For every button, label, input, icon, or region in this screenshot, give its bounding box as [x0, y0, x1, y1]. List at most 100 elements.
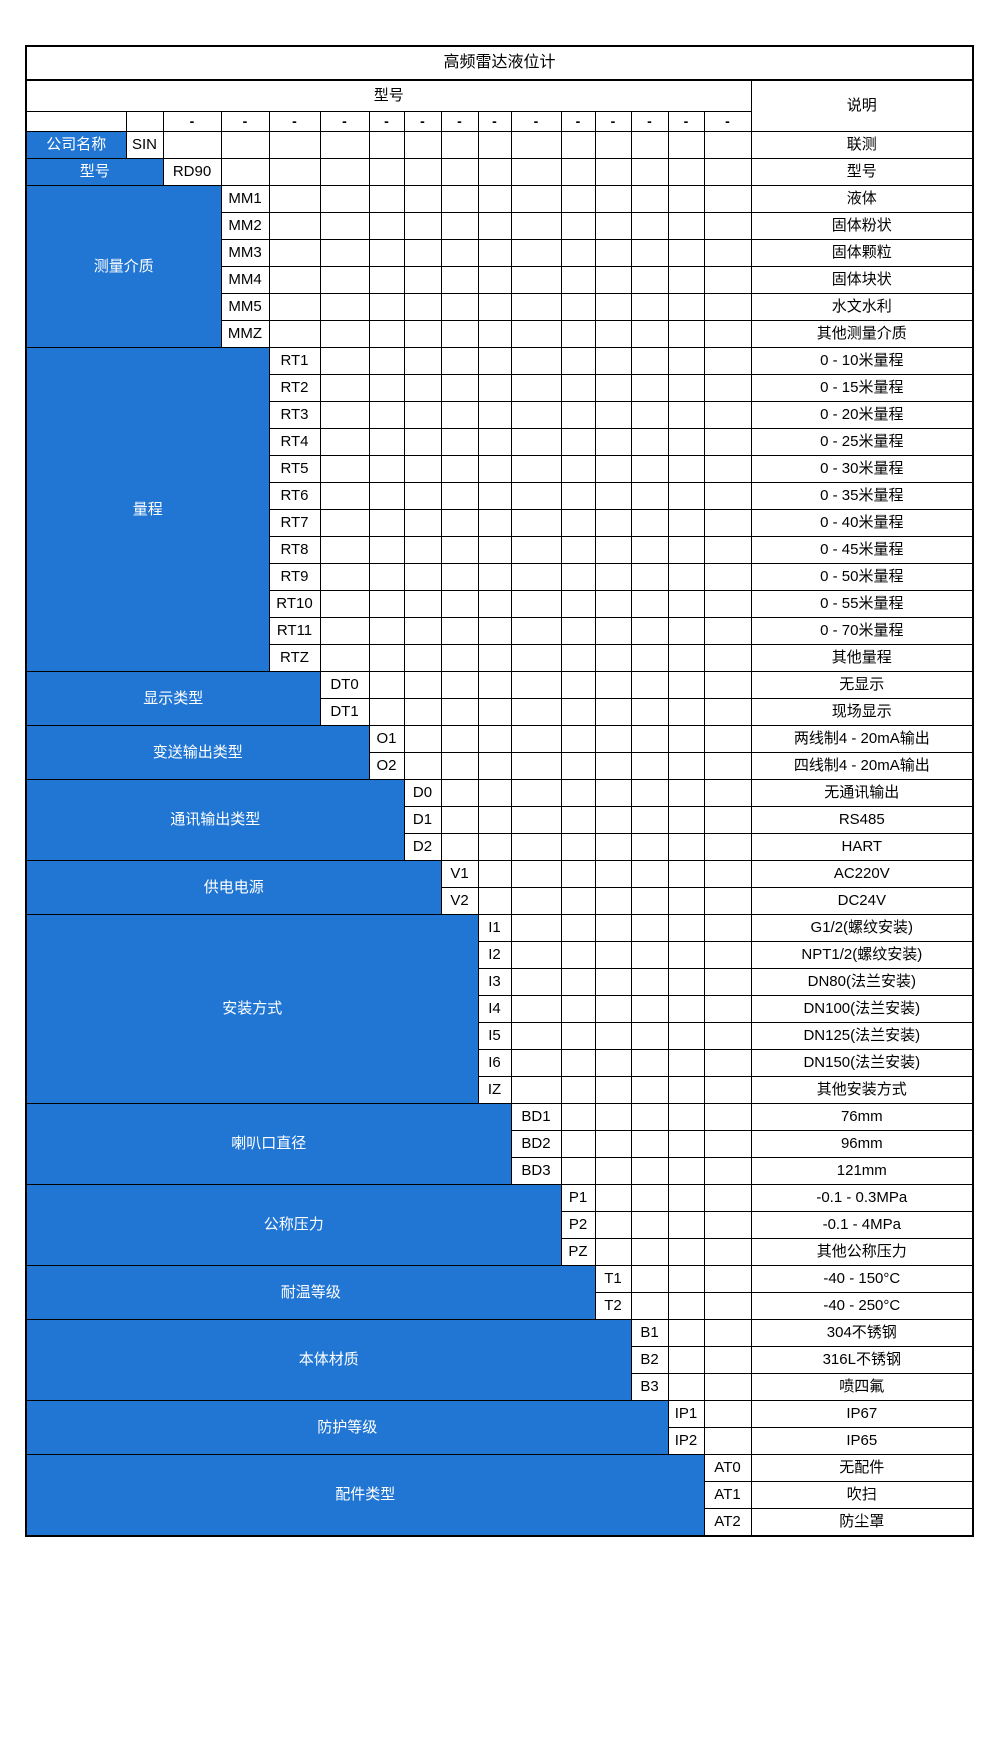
empty-cell: [630, 995, 669, 1023]
empty-cell: [403, 698, 442, 726]
empty-cell: [560, 563, 596, 591]
description-cell: 无配件: [750, 1454, 974, 1482]
code-cell: RT4: [268, 428, 321, 456]
empty-cell: [630, 428, 669, 456]
empty-cell: [368, 347, 405, 375]
table-row: RT7 0 - 40米量程: [26, 509, 974, 537]
empty-cell: [667, 1049, 705, 1077]
empty-cell: [667, 752, 705, 780]
empty-cell: [510, 158, 562, 186]
empty-cell: [477, 374, 512, 402]
model-header: 型号: [25, 79, 752, 112]
code-cell: MM1: [220, 185, 270, 213]
empty-cell: [667, 1022, 705, 1050]
description-cell: DC24V: [750, 887, 974, 915]
empty-cell: [319, 455, 370, 483]
empty-cell: [440, 536, 479, 564]
category-power-supply: 供电电源: [25, 860, 442, 915]
empty-cell: [703, 1049, 752, 1077]
empty-cell: [477, 185, 512, 213]
empty-cell: [667, 374, 705, 402]
empty-cell: [703, 779, 752, 807]
empty-cell: [510, 941, 562, 969]
table-row: D1 RS485: [26, 806, 974, 834]
empty-cell: [667, 995, 705, 1023]
empty-cell: [319, 266, 370, 294]
empty-cell: [319, 563, 370, 591]
dash-cell: -: [268, 111, 321, 132]
model-header-row: 型号 说明: [25, 79, 974, 132]
empty-cell: [703, 941, 752, 969]
description-cell: 316L不锈钢: [750, 1346, 974, 1374]
table-row: MM3 固体颗粒: [26, 239, 974, 267]
empty-cell: [594, 833, 632, 861]
empty-cell: [268, 293, 321, 321]
empty-cell: [594, 779, 632, 807]
empty-cell: [667, 455, 705, 483]
code-cell: B1: [630, 1319, 669, 1347]
empty-cell: [560, 968, 596, 996]
empty-cell: [630, 1022, 669, 1050]
table-row: RT11 0 - 70米量程: [26, 617, 974, 645]
empty-cell: [368, 131, 405, 159]
empty-cell: [510, 806, 562, 834]
empty-cell: [319, 374, 370, 402]
empty-cell: [667, 1184, 705, 1212]
empty-cell: [477, 131, 512, 159]
description-cell: 防尘罩: [750, 1508, 974, 1537]
empty-cell: [510, 212, 562, 240]
empty-cell: [319, 617, 370, 645]
empty-cell: [703, 995, 752, 1023]
empty-cell: [703, 806, 752, 834]
empty-cell: [594, 239, 632, 267]
empty-cell: [440, 725, 479, 753]
category-company: 公司名称: [25, 131, 127, 159]
empty-cell: [630, 374, 669, 402]
table-title: 高频雷达液位计: [25, 45, 974, 81]
empty-cell: [667, 860, 705, 888]
code-cell: DT1: [319, 698, 370, 726]
empty-cell: [594, 1157, 632, 1185]
description-cell: IP65: [750, 1427, 974, 1455]
empty-cell: [477, 347, 512, 375]
empty-cell: [630, 482, 669, 510]
empty-cell: [667, 185, 705, 213]
empty-cell: [560, 266, 596, 294]
empty-cell: [594, 563, 632, 591]
empty-cell: [703, 212, 752, 240]
empty-cell: [703, 1373, 752, 1401]
empty-cell: [630, 968, 669, 996]
empty-cell: [440, 158, 479, 186]
empty-cell: [703, 914, 752, 942]
table-row: RT4 0 - 25米量程: [26, 428, 974, 456]
description-cell: 其他测量介质: [750, 320, 974, 348]
empty-cell: [630, 779, 669, 807]
empty-cell: [594, 1076, 632, 1104]
empty-cell: [510, 320, 562, 348]
empty-cell: [440, 644, 479, 672]
empty-cell: [594, 293, 632, 321]
category-display-type: 显示类型: [25, 671, 321, 726]
empty-cell: [403, 266, 442, 294]
code-cell: MM2: [220, 212, 270, 240]
empty-cell: [510, 455, 562, 483]
empty-cell: [594, 347, 632, 375]
table-row: 配件类型 AT0 无配件: [25, 1454, 974, 1537]
code-cell: T1: [594, 1265, 632, 1293]
empty-cell: [630, 239, 669, 267]
empty-cell: [667, 590, 705, 618]
empty-cell: [403, 239, 442, 267]
empty-cell: [703, 752, 752, 780]
empty-cell: [319, 590, 370, 618]
code-cell: P2: [560, 1211, 596, 1239]
empty-cell: [403, 374, 442, 402]
empty-cell: [440, 320, 479, 348]
empty-cell: [594, 509, 632, 537]
table-row: BD2 96mm: [26, 1130, 974, 1158]
code-cell: IP1: [667, 1400, 705, 1428]
description-cell: 固体块状: [750, 266, 974, 294]
table-row: AT2 防尘罩: [26, 1508, 974, 1537]
empty-cell: [630, 1130, 669, 1158]
empty-cell: [440, 617, 479, 645]
empty-cell: [594, 752, 632, 780]
